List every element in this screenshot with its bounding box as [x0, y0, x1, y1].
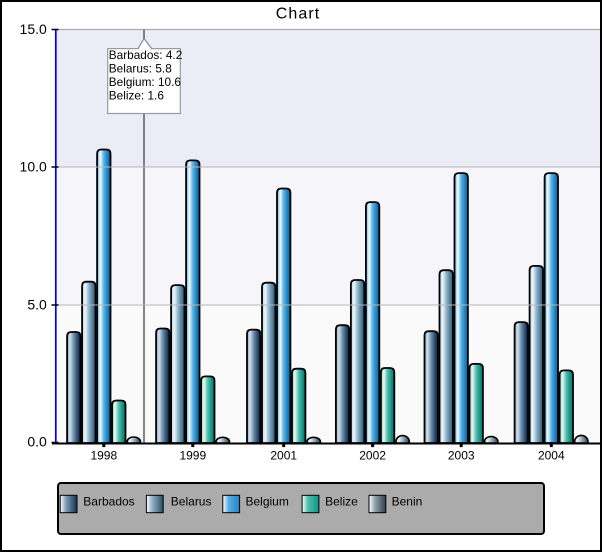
- svg-text:0.0: 0.0: [27, 433, 47, 449]
- svg-text:2003: 2003: [448, 448, 475, 462]
- svg-text:Belgium: Belgium: [246, 495, 289, 509]
- svg-text:15.0: 15.0: [20, 21, 47, 37]
- svg-text:Barbados: 4.2: Barbados: 4.2: [109, 48, 182, 62]
- svg-text:5.0: 5.0: [27, 296, 47, 312]
- svg-text:2001: 2001: [270, 448, 297, 462]
- svg-text:1999: 1999: [179, 448, 206, 462]
- svg-text:Belize: Belize: [325, 495, 358, 509]
- svg-text:Benin: Benin: [392, 495, 423, 509]
- svg-text:Chart: Chart: [276, 6, 321, 23]
- svg-text:Belarus: Belarus: [171, 495, 212, 509]
- svg-text:Barbados: Barbados: [83, 495, 134, 509]
- svg-text:10.0: 10.0: [20, 158, 47, 174]
- svg-text:Belgium: 10.6: Belgium: 10.6: [109, 75, 182, 89]
- svg-text:Belarus: 5.8: Belarus: 5.8: [109, 62, 172, 76]
- svg-text:1998: 1998: [90, 448, 117, 462]
- svg-text:2002: 2002: [359, 448, 386, 462]
- svg-text:Belize: 1.6: Belize: 1.6: [109, 88, 165, 102]
- svg-text:2004: 2004: [538, 448, 565, 462]
